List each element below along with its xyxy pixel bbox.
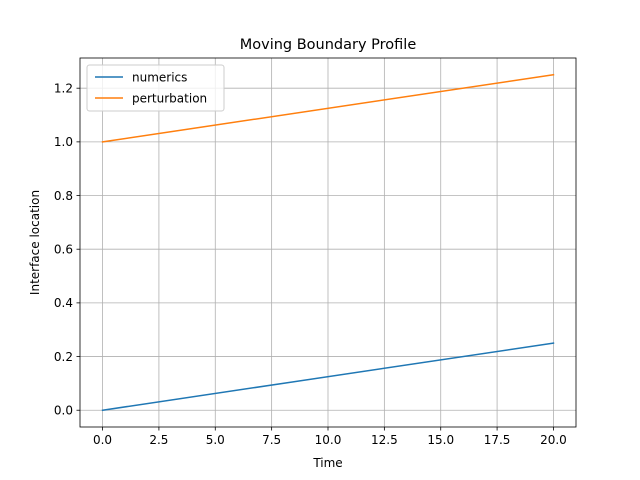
y-tick-label: 0.4 — [54, 296, 73, 310]
x-axis-label: Time — [312, 456, 342, 470]
y-axis-label: Interface location — [28, 190, 42, 295]
x-tick-label: 15.0 — [427, 433, 454, 447]
x-tick-label: 0.0 — [93, 433, 112, 447]
x-tick-label: 12.5 — [371, 433, 398, 447]
legend-label-numerics: numerics — [132, 70, 187, 84]
series-line-numerics — [101, 342, 555, 412]
legend: numerics perturbation — [86, 64, 225, 112]
grid-lines — [80, 58, 576, 427]
x-tick-label: 17.5 — [484, 433, 511, 447]
y-tick-label: 0.0 — [54, 404, 73, 418]
y-tick-label: 1.2 — [54, 81, 73, 95]
y-tick-label: 0.6 — [54, 243, 73, 257]
x-tick-label: 5.0 — [206, 433, 225, 447]
series-lines — [101, 73, 555, 412]
y-tick-label: 0.8 — [54, 189, 73, 203]
y-tick-label: 0.2 — [54, 350, 73, 364]
y-axis-ticks: 0.0 0.2 0.4 0.6 0.8 1.0 1.2 — [54, 81, 80, 418]
x-tick-label: 7.5 — [262, 433, 281, 447]
y-tick-label: 1.0 — [54, 135, 73, 149]
x-tick-label: 20.0 — [540, 433, 567, 447]
chart-title: Moving Boundary Profile — [240, 37, 417, 53]
x-tick-label: 2.5 — [149, 433, 168, 447]
series-line-perturbation — [101, 73, 555, 143]
x-axis-ticks: 0.0 2.5 5.0 7.5 10.0 12.5 15.0 17.5 20.0 — [93, 427, 567, 447]
legend-label-perturbation: perturbation — [132, 91, 207, 105]
x-tick-label: 10.0 — [315, 433, 342, 447]
